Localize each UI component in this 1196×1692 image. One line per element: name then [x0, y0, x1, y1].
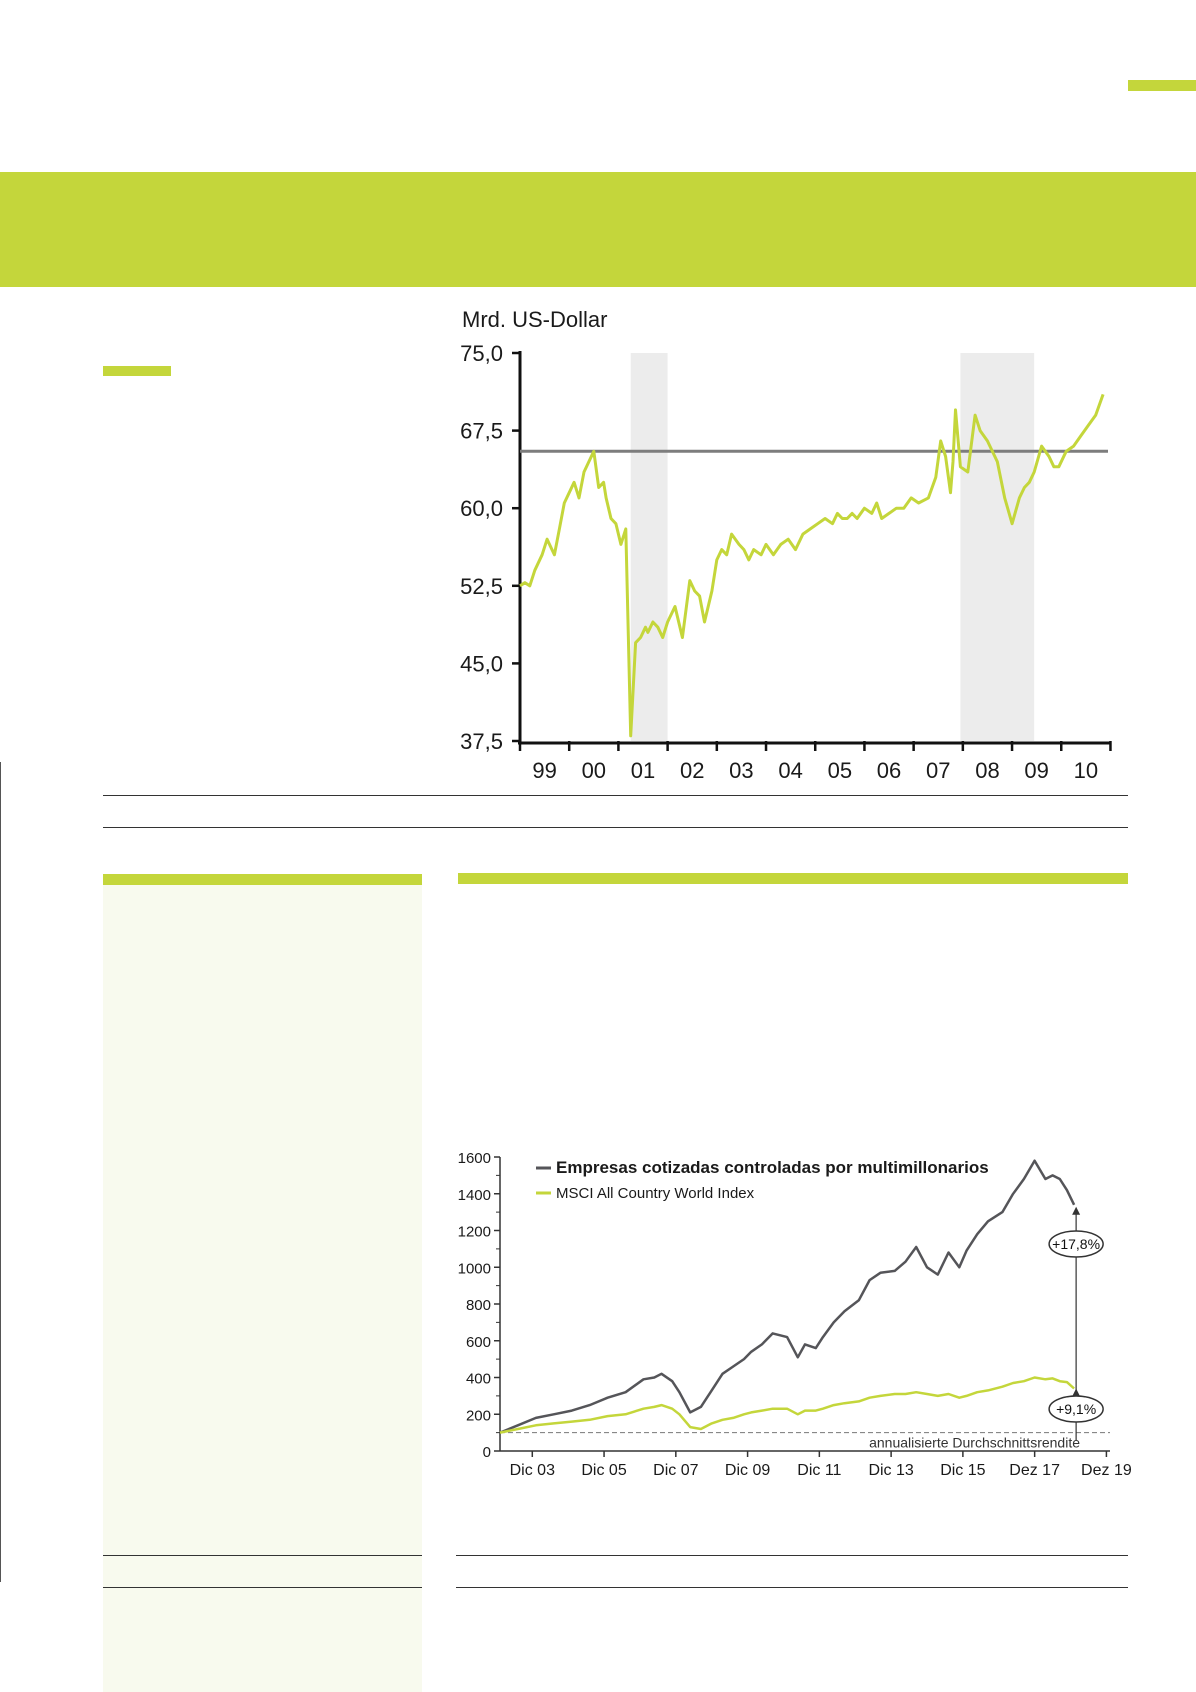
y-tick-label: 1200	[458, 1224, 491, 1241]
divider-rule	[103, 827, 1128, 828]
x-tick-label: 08	[975, 758, 999, 783]
y-tick-label: 600	[466, 1334, 491, 1351]
legend-label: MSCI All Country World Index	[556, 1185, 755, 1202]
arrow-head-bottom	[1072, 1388, 1081, 1397]
arrow-head-top	[1072, 1206, 1081, 1215]
series-line	[519, 393, 1105, 738]
y-tick-label: 200	[466, 1407, 491, 1424]
y-tick-label: 52,5	[460, 574, 503, 599]
x-tick-label: Dez 19	[1081, 1462, 1132, 1479]
divider-rule	[103, 1587, 422, 1588]
legend-label: Empresas cotizadas controladas por multi…	[556, 1158, 989, 1177]
chart-1-svg: Mrd. US-Dollar 75,0 67,5 60,0 52,5 45,0 37,5 99…	[460, 307, 1112, 783]
x-tick-label: 04	[778, 758, 802, 783]
x-tick-label: Dic 11	[797, 1462, 841, 1479]
y-tick-label: 1400	[458, 1187, 491, 1204]
y-tick-label: 800	[466, 1297, 491, 1314]
left-margin-line	[0, 762, 1, 1582]
x-tick-label: 05	[828, 758, 852, 783]
y-tick-label: 60,0	[460, 496, 503, 521]
x-tick-label: Dic 07	[653, 1462, 698, 1479]
header-band	[0, 172, 1196, 287]
x-tick-label: 00	[582, 758, 606, 783]
y-tick-label: 1600	[458, 1150, 491, 1167]
x-tick-label: 06	[877, 758, 901, 783]
x-tick-label: Dic 03	[510, 1462, 555, 1479]
series-line-msci	[499, 1376, 1075, 1434]
x-tick-label: Dic 05	[581, 1462, 626, 1479]
y-axis-label: Mrd. US-Dollar	[462, 307, 607, 332]
divider-rule	[456, 1587, 1128, 1588]
section-top-bar	[458, 873, 1128, 884]
x-tick-label: Dic 09	[725, 1462, 770, 1479]
x-tick-label: 01	[631, 758, 655, 783]
x-tick-label: Dic 15	[940, 1462, 985, 1479]
divider-rule	[456, 1555, 1128, 1556]
y-tick-label: 400	[466, 1371, 491, 1388]
series-line-billionaires	[499, 1159, 1076, 1434]
x-tick-label: 03	[729, 758, 753, 783]
x-tick-label: 02	[680, 758, 704, 783]
x-tick-label: Dic 13	[868, 1462, 913, 1479]
annotation-bubble	[1048, 1230, 1104, 1258]
baseline-label: annualisierte Durchschnittsrendite	[869, 1435, 1080, 1451]
corner-accent-bar	[1128, 80, 1196, 91]
recession-shade	[960, 353, 1035, 741]
side-panel-top-bar	[103, 874, 422, 885]
y-tick-label: 0	[483, 1444, 491, 1461]
y-tick-label: 67,5	[460, 419, 503, 444]
recession-shade	[630, 353, 668, 741]
y-tick-label: 45,0	[460, 651, 503, 676]
x-tick-label: Dez 17	[1009, 1462, 1060, 1479]
x-tick-label: 07	[926, 758, 950, 783]
sidebar-accent-bar	[103, 366, 171, 376]
x-tick-label: 09	[1024, 758, 1048, 783]
y-tick-label: 1000	[458, 1260, 491, 1277]
divider-rule	[103, 795, 1128, 796]
annotation-bubble	[1048, 1395, 1104, 1423]
y-tick-label: 37,5	[460, 729, 503, 754]
x-tick-label: 10	[1074, 758, 1098, 783]
annotation-label: +9,1%	[1056, 1401, 1096, 1417]
y-tick-label: 75,0	[460, 341, 503, 366]
annotation-label: +17,8%	[1052, 1236, 1100, 1252]
x-tick-label: 99	[532, 758, 556, 783]
divider-rule	[103, 1555, 422, 1556]
